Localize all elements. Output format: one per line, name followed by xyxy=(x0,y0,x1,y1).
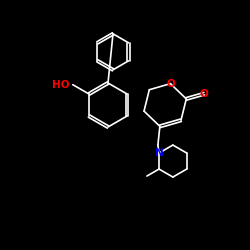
Text: HO: HO xyxy=(52,80,70,90)
Text: O: O xyxy=(200,89,209,99)
Text: O: O xyxy=(166,79,175,89)
Text: N: N xyxy=(155,148,164,158)
